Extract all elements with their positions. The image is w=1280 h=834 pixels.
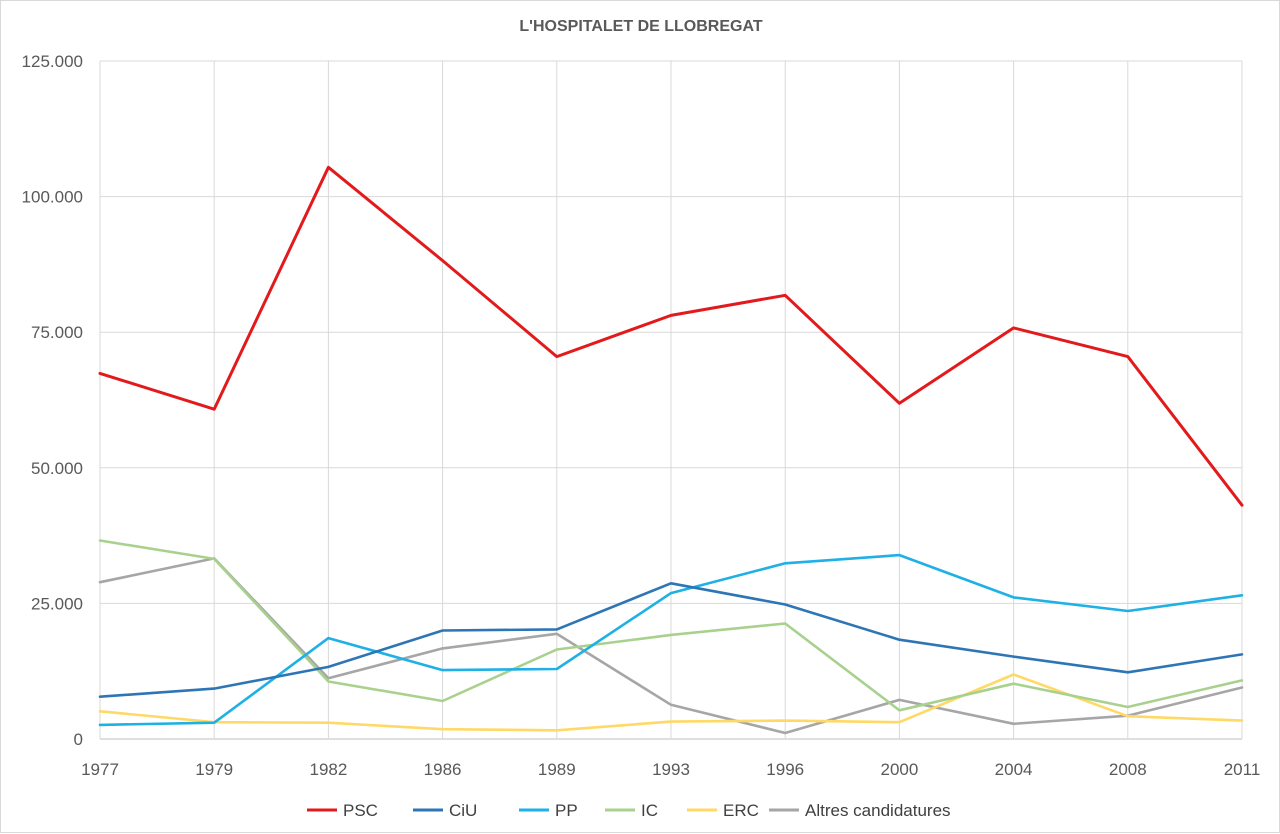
- axes: 0 25.000 50.000 75.000 100.000 125.000 1977 197…: [22, 52, 1261, 779]
- series-line-altres-candidatures: [98, 557, 1244, 735]
- x-tick-label: 1977: [81, 760, 119, 779]
- legend-label: IC: [641, 801, 658, 820]
- gridlines: [99, 60, 1243, 740]
- x-tick-label: 1996: [766, 760, 804, 779]
- y-tick-label: 100.000: [22, 188, 83, 207]
- x-tick-label: 2000: [880, 760, 918, 779]
- x-tick-label: 2004: [995, 760, 1033, 779]
- x-tick-label: 1989: [538, 760, 576, 779]
- series-lines: [98, 165, 1244, 735]
- series-line-ciu: [98, 581, 1244, 699]
- y-tick-label: 75.000: [31, 323, 83, 342]
- chart-title: L'HOSPITALET DE LLOBREGAT: [519, 18, 762, 35]
- series-line-erc: [98, 673, 1244, 732]
- y-tick-label: 125.000: [22, 52, 83, 71]
- x-tick-label: 1982: [309, 760, 347, 779]
- x-tick-label: 2008: [1109, 760, 1147, 779]
- series-line-psc: [98, 165, 1244, 507]
- x-tick-label: 1986: [424, 760, 462, 779]
- y-tick-label: 0: [74, 730, 83, 749]
- x-tick-label: 1979: [195, 760, 233, 779]
- x-tick-label: 2011: [1224, 760, 1261, 779]
- legend-label: CiU: [449, 801, 477, 820]
- legend-label: PSC: [343, 801, 378, 820]
- x-tick-label: 1993: [652, 760, 690, 779]
- legend-label: ERC: [723, 801, 759, 820]
- series-line-ic: [98, 539, 1244, 712]
- legend-label: Altres candidatures: [805, 801, 951, 820]
- legend-label: PP: [555, 801, 578, 820]
- series-line-pp: [98, 553, 1244, 727]
- legend: PSC CiU PP IC ERC Altres candidatures: [307, 801, 951, 820]
- y-tick-label: 25.000: [31, 594, 83, 613]
- y-tick-label: 50.000: [31, 459, 83, 478]
